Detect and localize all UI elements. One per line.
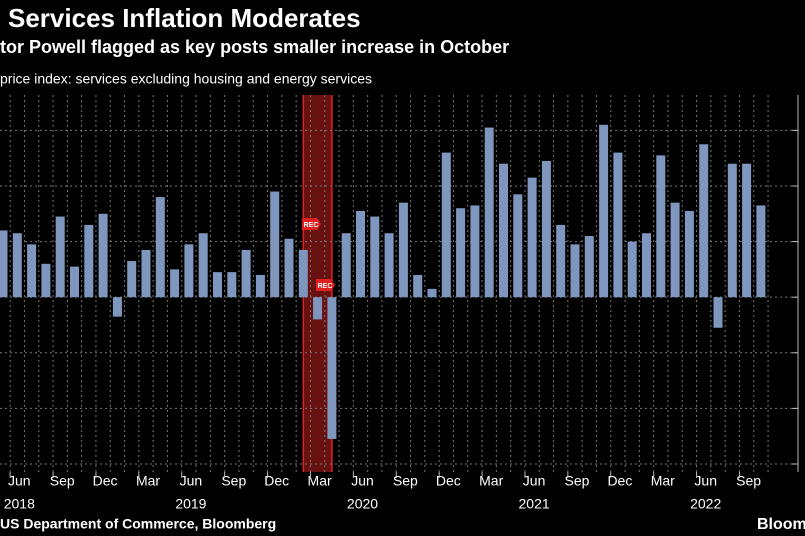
rec-label: REC	[318, 283, 333, 290]
bar	[484, 127, 494, 298]
x-year-label: 2022	[690, 496, 721, 512]
bar	[556, 224, 566, 298]
bar	[642, 233, 651, 298]
x-year-label: 2021	[519, 496, 550, 512]
bar	[684, 210, 694, 298]
bar	[70, 266, 79, 298]
rec-marker	[316, 279, 335, 291]
x-tick-label: Sep	[565, 473, 590, 489]
x-tick-label: Jun	[694, 473, 717, 489]
bar	[699, 144, 709, 298]
bar	[55, 216, 65, 298]
bar	[384, 233, 394, 298]
x-year-label: 2018	[4, 496, 35, 512]
bar	[742, 163, 752, 298]
bar	[441, 152, 451, 298]
bar	[427, 288, 437, 298]
x-tick-label: Dec	[436, 473, 461, 489]
x-tick-label: Mar	[651, 473, 675, 489]
y-axis-label: price index: services excluding housing …	[0, 71, 372, 87]
bar	[470, 205, 480, 298]
chart-subtitle: tor Powell flagged as key posts smaller …	[0, 37, 509, 57]
bar	[327, 297, 337, 439]
x-tick-label: Mar	[136, 473, 160, 489]
x-tick-label: Jun	[523, 473, 546, 489]
bar	[499, 163, 508, 298]
bar	[670, 202, 680, 298]
bar	[298, 249, 308, 298]
x-tick-label: Dec	[264, 473, 289, 489]
rec-marker	[302, 218, 321, 230]
bar	[12, 233, 22, 298]
bar	[627, 241, 637, 298]
x-tick-label: Dec	[607, 473, 632, 489]
chart-title: Services Inflation Moderates	[8, 3, 361, 33]
bar	[613, 152, 623, 298]
bar	[227, 272, 237, 298]
bar	[570, 244, 580, 298]
x-year-label: 2019	[175, 496, 206, 512]
bar	[370, 216, 380, 298]
bar	[213, 272, 222, 298]
x-tick-label: Mar	[308, 473, 332, 489]
bar	[270, 191, 280, 298]
bar	[127, 261, 137, 298]
x-tick-label: Sep	[221, 473, 246, 489]
bar	[184, 244, 194, 298]
bar	[155, 197, 165, 298]
bar	[41, 263, 51, 298]
bar	[255, 274, 265, 298]
bar	[241, 249, 251, 298]
bar	[141, 249, 151, 298]
bar	[713, 297, 723, 328]
bar	[170, 269, 180, 298]
bar	[356, 210, 365, 298]
rec-label: REC	[304, 222, 319, 229]
bar	[84, 224, 94, 298]
bar	[284, 238, 294, 298]
bar	[756, 205, 766, 298]
bar	[27, 244, 37, 298]
bar	[727, 163, 737, 298]
bar	[513, 194, 523, 298]
bar	[198, 233, 208, 298]
x-tick-label: Jun	[351, 473, 374, 489]
x-tick-label: Mar	[479, 473, 503, 489]
bar	[456, 208, 466, 298]
bar	[541, 160, 551, 298]
bar	[341, 233, 351, 298]
bar	[413, 274, 423, 298]
bar	[656, 155, 666, 298]
bar	[584, 236, 594, 298]
x-tick-label: Jun	[8, 473, 31, 489]
bar	[527, 177, 537, 298]
x-tick-label: Dec	[93, 473, 118, 489]
bar	[0, 230, 8, 298]
x-tick-label: Sep	[736, 473, 761, 489]
bar	[313, 297, 323, 320]
x-tick-label: Sep	[393, 473, 418, 489]
bar	[112, 297, 122, 317]
source: US Department of Commerce, Bloomberg	[0, 516, 276, 532]
x-year-label: 2020	[347, 496, 378, 512]
bar	[599, 124, 609, 298]
bar	[398, 202, 408, 298]
bar	[98, 213, 108, 298]
brand: Bloom	[757, 516, 805, 533]
x-tick-label: Jun	[180, 473, 203, 489]
x-tick-label: Sep	[50, 473, 75, 489]
